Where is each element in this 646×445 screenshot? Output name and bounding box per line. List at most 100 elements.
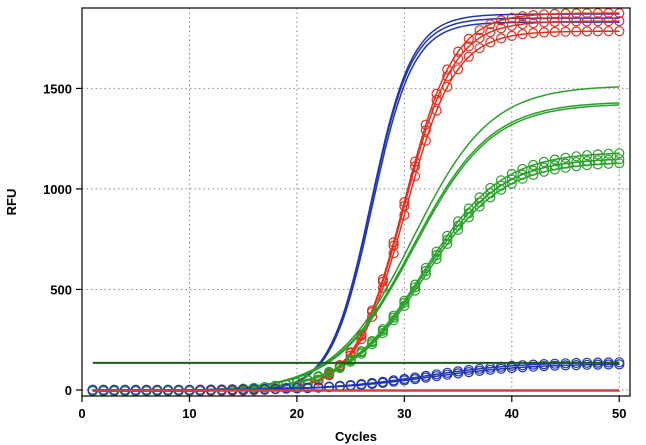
data-point <box>453 224 464 235</box>
data-point <box>538 166 550 177</box>
data-point <box>571 360 582 371</box>
data-point <box>453 368 464 379</box>
data-point <box>614 26 625 37</box>
data-point <box>399 209 410 221</box>
data-point <box>485 192 496 203</box>
data-point <box>614 148 625 159</box>
data-point <box>528 27 539 39</box>
data-point <box>560 152 571 163</box>
data-point <box>571 8 582 19</box>
data-point <box>560 360 571 371</box>
data-point <box>560 26 571 37</box>
data-point <box>367 339 378 350</box>
data-point <box>453 64 464 75</box>
data-point <box>463 51 474 62</box>
plot-area-frame <box>81 7 631 397</box>
data-point <box>453 46 464 57</box>
data-point <box>581 16 593 27</box>
data-point <box>291 383 302 394</box>
data-point <box>549 8 560 19</box>
data-point <box>485 19 496 30</box>
data-point <box>517 29 528 40</box>
data-point <box>270 383 281 395</box>
data-point <box>549 360 560 371</box>
data-point <box>592 8 603 19</box>
data-point <box>560 16 571 27</box>
data-point <box>388 248 399 259</box>
data-point <box>420 372 431 383</box>
data-point <box>474 32 485 44</box>
data-point <box>324 368 335 379</box>
data-point <box>442 369 453 380</box>
data-point <box>431 105 442 116</box>
x-tick-label: 20 <box>290 406 304 421</box>
data-point <box>313 382 324 393</box>
data-point <box>517 19 528 30</box>
data-point <box>538 9 550 20</box>
data-point <box>388 312 399 323</box>
data-point <box>463 33 474 45</box>
data-point <box>367 378 378 390</box>
data-point <box>581 26 593 37</box>
series-layer <box>87 8 625 397</box>
data-point <box>463 41 474 52</box>
data-point <box>517 163 528 175</box>
data-point <box>581 160 593 171</box>
data-point <box>603 16 614 27</box>
data-point <box>420 125 431 136</box>
data-point <box>549 26 560 38</box>
data-point <box>517 173 528 184</box>
data-point <box>506 12 517 23</box>
y-tick-label: 1500 <box>43 81 72 96</box>
data-point <box>603 158 614 169</box>
data-point <box>399 375 410 386</box>
data-point <box>259 384 270 395</box>
data-point <box>506 168 517 180</box>
data-point <box>592 159 603 170</box>
data-point <box>603 26 614 37</box>
data-point <box>474 201 485 212</box>
series <box>87 26 625 397</box>
data-point <box>388 240 399 251</box>
data-point <box>377 327 388 339</box>
data-point <box>388 376 399 387</box>
data-point <box>485 364 496 375</box>
data-point <box>496 184 507 195</box>
data-point <box>517 11 528 22</box>
data-point <box>581 150 593 161</box>
data-point <box>560 162 571 173</box>
series <box>87 359 625 395</box>
data-point <box>485 26 496 38</box>
data-point <box>538 27 550 38</box>
series-line <box>92 20 620 392</box>
data-point <box>496 15 507 26</box>
data-point <box>431 253 442 265</box>
data-point <box>453 53 464 64</box>
data-point <box>356 334 367 345</box>
data-point <box>410 374 421 385</box>
data-point <box>506 30 517 42</box>
data-point <box>571 16 582 27</box>
data-point <box>549 164 560 175</box>
data-point <box>614 16 625 27</box>
data-point <box>410 285 421 296</box>
data-point <box>614 359 625 370</box>
x-axis-title: Cycles <box>335 429 377 444</box>
x-tick-label: 30 <box>397 406 411 421</box>
data-point <box>506 178 517 189</box>
data-point <box>549 154 560 165</box>
data-point <box>302 375 313 386</box>
data-point <box>581 8 593 19</box>
data-point <box>410 161 421 172</box>
data-point <box>538 361 550 372</box>
y-axis-title: RFU <box>4 189 19 216</box>
data-point <box>431 371 442 382</box>
y-tick-label: 1000 <box>43 182 72 197</box>
data-point <box>474 43 485 54</box>
data-point <box>603 148 614 159</box>
data-point <box>474 365 485 376</box>
data-point <box>592 359 603 370</box>
data-point <box>560 8 571 19</box>
data-point <box>356 348 367 359</box>
